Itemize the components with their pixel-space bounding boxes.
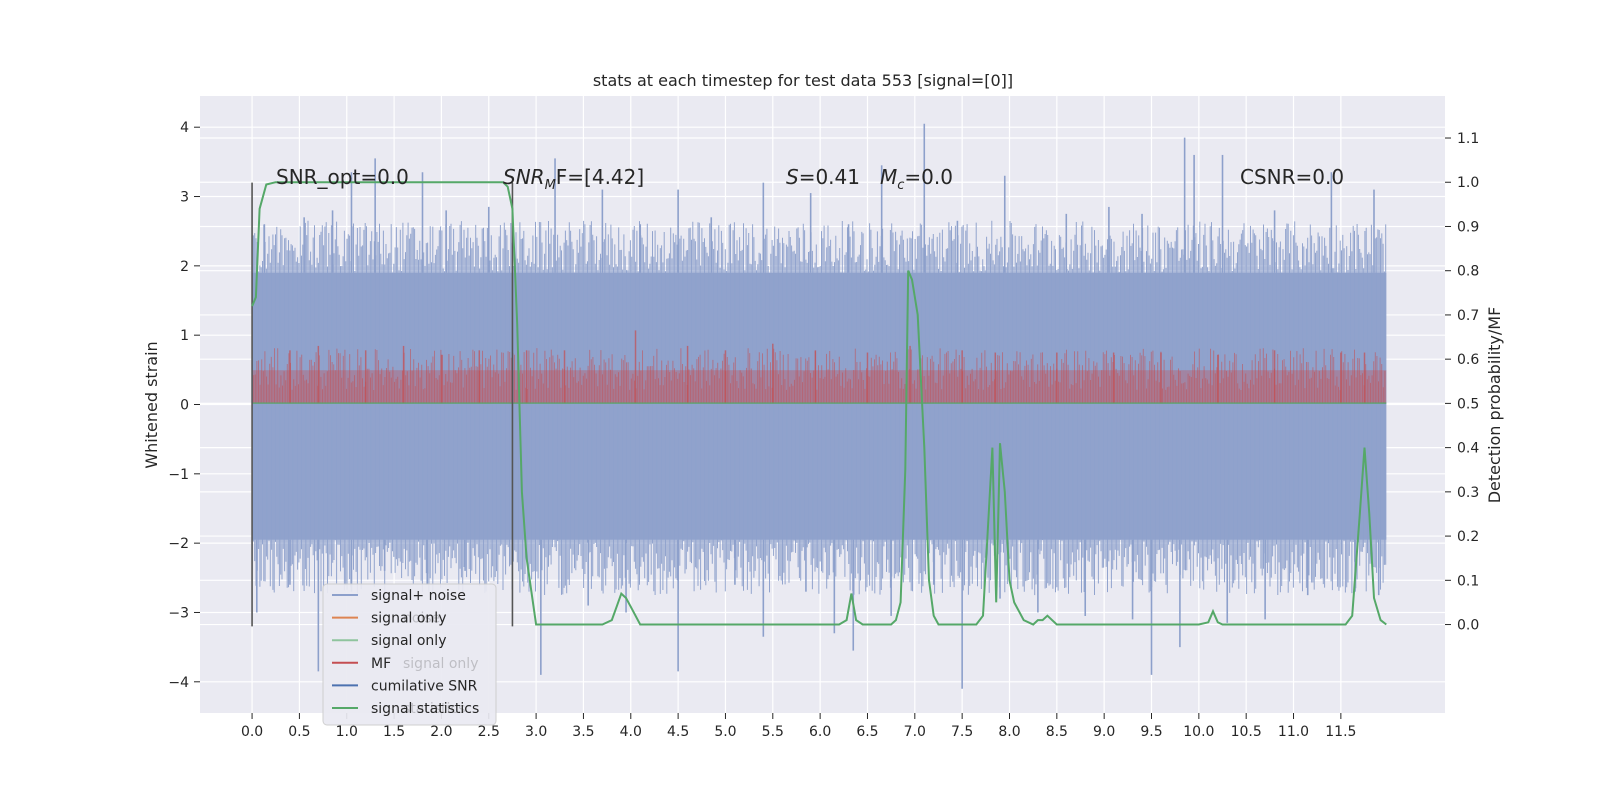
y-right-tick-label: 0.3 [1457, 485, 1479, 501]
y-left-tick-label: −4 [168, 675, 189, 691]
x-tick-label: 10.0 [1183, 724, 1214, 740]
y-right-tick-label: 0.5 [1457, 396, 1479, 412]
x-tick-label: 1.0 [336, 724, 358, 740]
x-tick-label: 4.5 [667, 724, 689, 740]
snr-mf-rest: F=[4.42] [556, 165, 644, 189]
legend-label: cumilative SNR [371, 678, 478, 694]
y-left-tick-label: 2 [180, 259, 189, 275]
mc-sub: c [897, 178, 904, 193]
x-tick-label: 3.0 [525, 724, 547, 740]
y-right-tick-label: 1.1 [1457, 131, 1479, 147]
snr-mf-sub: M [545, 178, 556, 193]
marker-lines [251, 182, 514, 627]
x-tick-label: 11.5 [1325, 724, 1356, 740]
y-right-tick-label: 0.1 [1457, 573, 1479, 589]
x-tick-label: 2.5 [478, 724, 500, 740]
y-left-tick-label: −3 [168, 605, 189, 621]
mf-series [251, 330, 1387, 404]
legend-label: signal only [371, 611, 446, 627]
y-right-tick-label: 0.8 [1457, 264, 1479, 280]
chart-title: stats at each timestep for test data 553… [593, 71, 1013, 90]
noise-series [251, 123, 1387, 689]
annotation-csnr: CSNR=0.0 [1240, 165, 1344, 189]
y-left-tick-label: 4 [180, 120, 189, 136]
mc-val: =0.0 [904, 165, 953, 189]
legend-label: signal statistics [371, 701, 479, 717]
x-tick-label: 4.0 [620, 724, 642, 740]
y-axis-right-label: Detection probability/MF [1485, 307, 1504, 504]
x-tick-label: 8.0 [998, 724, 1020, 740]
annotation-snr-opt: SNR_opt=0.0 [276, 165, 409, 189]
mc-var: M [880, 165, 897, 189]
y-left-tick-label: −2 [168, 536, 189, 552]
x-tick-label: 8.5 [1046, 724, 1068, 740]
legend-ghost-label: statistics [403, 701, 465, 717]
y-right-tick-label: 0.2 [1457, 529, 1479, 545]
annotation-s: S=0.41 [786, 165, 860, 189]
y-right-tick-label: 0.9 [1457, 219, 1479, 235]
x-tick-label: 9.5 [1140, 724, 1162, 740]
x-tick-label: 9.0 [1093, 724, 1115, 740]
x-tick-label: 3.5 [572, 724, 594, 740]
y-left-tick-label: 0 [180, 398, 189, 414]
x-tick-label: 6.0 [809, 724, 831, 740]
y-left-tick-label: 3 [180, 190, 189, 206]
noise-trace [251, 220, 1387, 596]
x-tick-label: 0.5 [288, 724, 310, 740]
y-right-tick-label: 0.6 [1457, 352, 1479, 368]
y-right-tick-label: 1.0 [1457, 175, 1479, 191]
y-left-tick-label: 1 [180, 328, 189, 344]
y-axis-left: −4 −3 −2 −1 0 1 2 3 4 [168, 120, 200, 691]
legend-label: signal only [371, 633, 446, 649]
y-axis-left-label: Whitened strain [142, 341, 161, 468]
annotation-mc: Mc=0.0 [880, 165, 953, 193]
legend-box [322, 583, 497, 726]
x-tick-label: 2.0 [430, 724, 452, 740]
x-tick-label: 6.5 [856, 724, 878, 740]
x-tick-label: 0.0 [241, 724, 263, 740]
s-var: S [786, 165, 799, 189]
y-left-tick-label: −1 [168, 467, 189, 483]
y-axis-right: 0.0 0.1 0.2 0.3 0.4 0.5 0.6 0.7 0.8 0.9 1.0 1.1 [1445, 131, 1479, 634]
x-tick-label: 5.5 [762, 724, 784, 740]
legend-label: MF [371, 656, 391, 672]
x-tick-label: 5.0 [714, 724, 736, 740]
legend-ghost-label: signal only [403, 656, 478, 672]
snr-mf-base: SNR [503, 165, 545, 189]
stats-line [251, 181, 1387, 626]
y-right-tick-label: 0.0 [1457, 618, 1479, 634]
x-tick-label: 11.0 [1278, 724, 1309, 740]
s-val: =0.41 [799, 165, 860, 189]
y-right-tick-label: 0.4 [1457, 441, 1479, 457]
legend-ghost-label: noise [403, 611, 440, 627]
y-right-tick-label: 0.7 [1457, 308, 1479, 324]
stats-series [251, 181, 1387, 626]
legend-label: signal+ noise [371, 588, 466, 604]
x-tick-label: 7.5 [951, 724, 973, 740]
mf-band [252, 370, 1387, 404]
x-axis: 0.0 0.5 1.0 1.5 2.0 2.5 3.0 3.5 4.0 4.5 5.0 5.5 6.0 6… [241, 713, 1356, 740]
x-tick-label: 7.0 [904, 724, 926, 740]
annotation-snr-mf: SNRMF=[4.42] [503, 165, 644, 193]
x-tick-label: 10.5 [1231, 724, 1262, 740]
x-tick-label: 1.5 [383, 724, 405, 740]
